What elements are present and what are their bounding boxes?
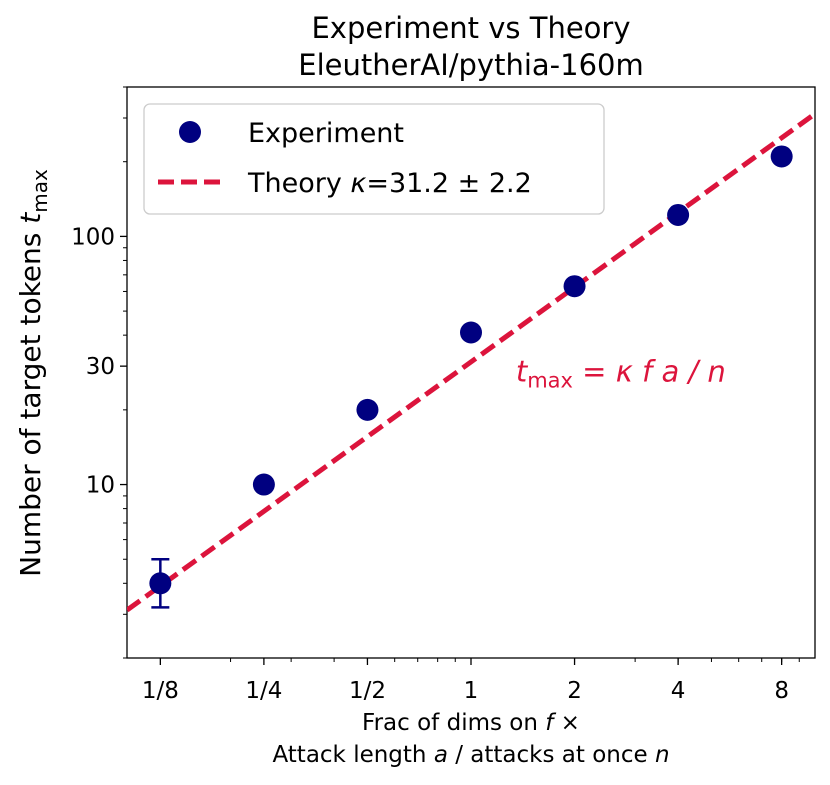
legend-experiment-label: Experiment [248,118,404,149]
experiment-point [563,275,586,298]
x-tick-label: 4 [671,678,686,704]
experiment-point [356,398,379,421]
x-tick-label: 2 [567,678,582,704]
y-tick-label: 100 [71,224,115,250]
x-tick-label: 1 [464,678,479,704]
experiment-point [460,321,482,344]
theory-line-group [127,111,815,613]
formula-annotation: tmax = κ f a / n [516,355,726,393]
x-tick-label: 8 [774,678,789,704]
experiment-points-group [149,145,793,609]
legend-experiment-marker [179,121,201,143]
legend: Experiment Theory κ=31.2 ± 2.2 [143,103,605,215]
experiment-point [770,145,793,168]
x-axis-label-line2: Attack length a / attacks at once n [272,742,669,768]
x-tick-label: 1/2 [349,678,386,704]
x-tick-label: 1/8 [142,678,179,704]
y-tick-label: 30 [86,354,115,380]
legend-theory-label: Theory κ=31.2 ± 2.2 [247,168,532,199]
experiment-point [149,572,172,595]
y-axis-label: Number of target tokens tmax [14,169,52,577]
theory-line [127,111,815,613]
x-axis-ticks: 1/8 1/4 1/2 1 2 4 8 [142,658,800,704]
x-axis-label-line1: Frac of dims on f × [362,710,580,736]
chart-title-line1: Experiment vs Theory [311,11,630,45]
experiment-point [252,473,275,496]
legend-box [143,103,605,215]
x-tick-label: 1/4 [245,678,282,704]
experiment-point [667,203,690,226]
chart-title-line2: EleutherAI/pythia-160m [298,48,644,82]
y-tick-label: 10 [86,473,115,499]
y-axis-ticks: 10 30 100 [71,86,127,659]
